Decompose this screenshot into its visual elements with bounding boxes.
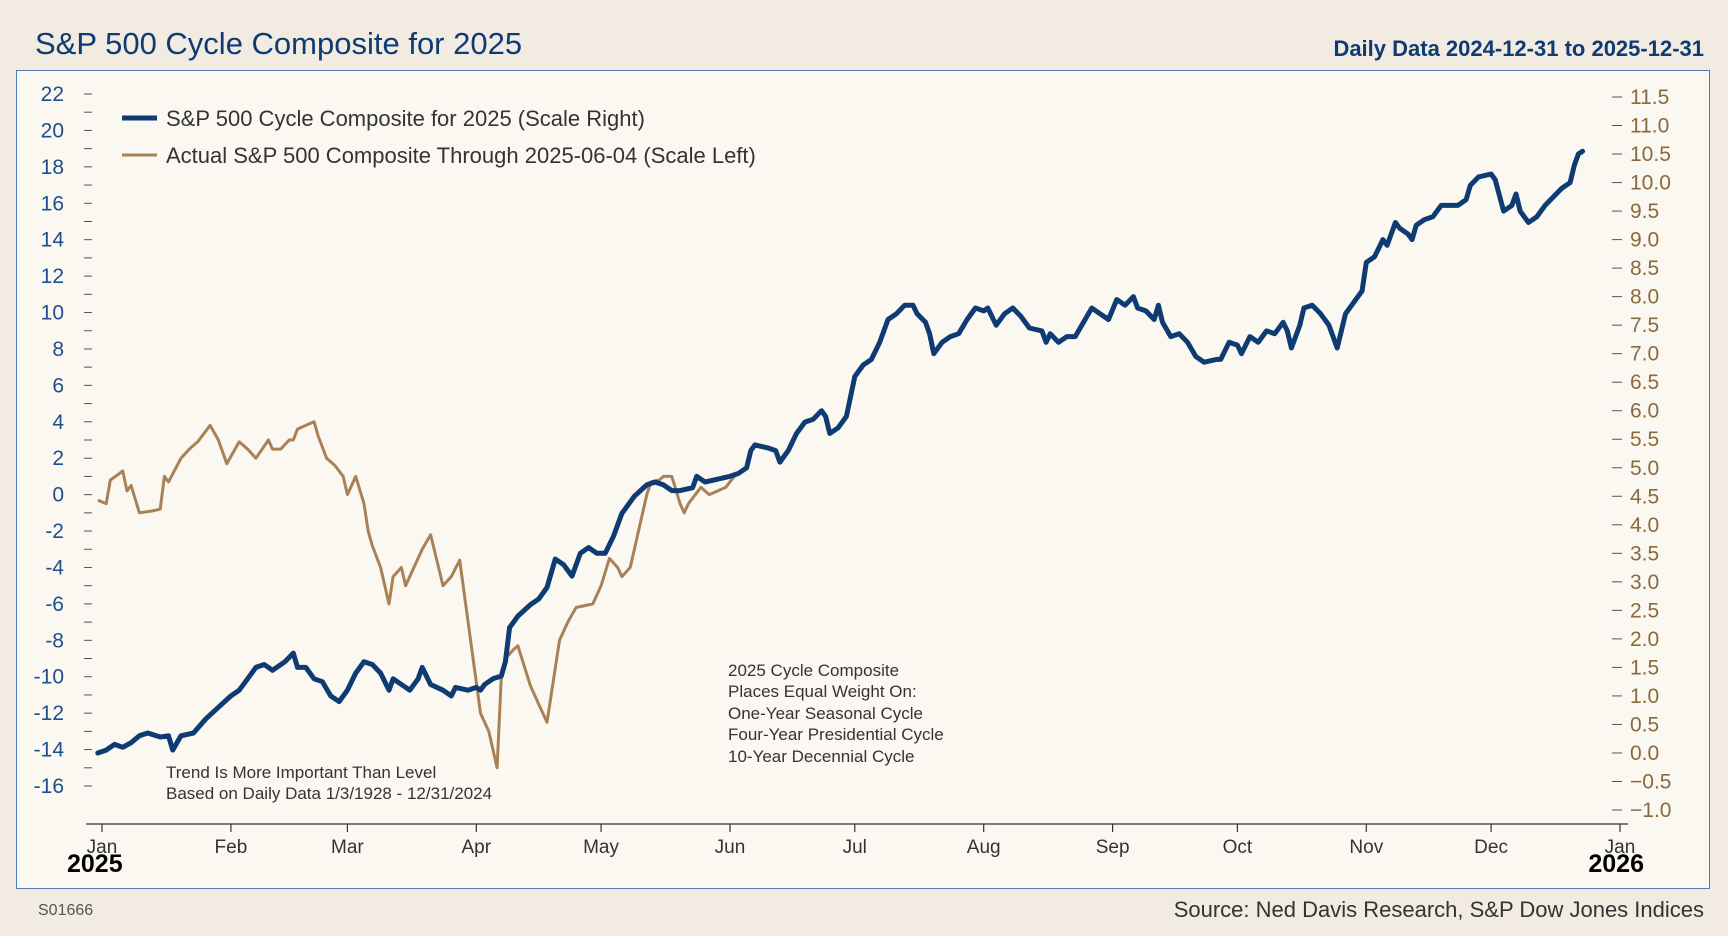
legend-label-actual: Actual S&P 500 Composite Through 2025-06… bbox=[166, 143, 756, 168]
header: S&P 500 Cycle Composite for 2025 Daily D… bbox=[0, 0, 1728, 70]
x-tick-label: Jan bbox=[87, 837, 118, 858]
left-tick-label: 8 bbox=[52, 338, 64, 361]
note-composite-line2: Places Equal Weight On: bbox=[728, 682, 917, 701]
year-label-start: 2025 bbox=[67, 850, 123, 878]
series-line-composite bbox=[95, 148, 1586, 756]
left-tick-label: 4 bbox=[52, 411, 64, 434]
x-tick-label: Mar bbox=[331, 837, 364, 858]
right-tick-label: 10.0 bbox=[1630, 172, 1671, 195]
right-tick-label: 2.5 bbox=[1630, 599, 1659, 622]
right-tick-label: 0.0 bbox=[1630, 742, 1659, 765]
year-label-end: 2026 bbox=[1588, 850, 1644, 878]
note-composite-line3: One-Year Seasonal Cycle bbox=[728, 704, 923, 723]
x-tick-label: Nov bbox=[1349, 837, 1383, 858]
x-axis: Jan Feb Mar Apr May Jun Jul Aug Sep Oct Nov Dec Jan2… bbox=[67, 823, 1644, 878]
left-tick-label: 16 bbox=[41, 192, 64, 215]
right-tick-label: 11.5 bbox=[1630, 86, 1669, 109]
left-tick-label: 22 bbox=[41, 83, 64, 106]
right-tick-label: 5.0 bbox=[1630, 457, 1659, 480]
right-tick-label: 10.5 bbox=[1630, 143, 1671, 166]
right-tick-label: 8.0 bbox=[1630, 286, 1659, 309]
right-tick-label: 5.5 bbox=[1630, 428, 1659, 451]
x-tick-label: Jan bbox=[1605, 837, 1636, 858]
left-tick-label: -8 bbox=[45, 629, 64, 652]
legend-label-composite: S&P 500 Cycle Composite for 2025 (Scale … bbox=[166, 106, 645, 131]
left-tick-label: -6 bbox=[45, 593, 64, 616]
left-tick-label: 2 bbox=[52, 447, 64, 470]
legend: S&P 500 Cycle Composite for 2025 (Scale … bbox=[122, 106, 756, 168]
left-tick-label: 12 bbox=[41, 265, 64, 288]
series-line-actual bbox=[97, 420, 744, 770]
right-tick-label: 9.0 bbox=[1630, 229, 1659, 252]
left-tick-label: -14 bbox=[34, 739, 65, 762]
note-composite-line4: Four-Year Presidential Cycle bbox=[728, 725, 944, 744]
chart-panel bbox=[16, 70, 1710, 889]
x-tick-label: Jun bbox=[715, 837, 746, 858]
left-tick-label: 18 bbox=[41, 156, 64, 179]
right-tick-label: −0.5 bbox=[1630, 770, 1671, 793]
chart-subtitle: Daily Data 2024-12-31 to 2025-12-31 bbox=[1333, 36, 1704, 61]
right-tick-label: 4.0 bbox=[1630, 514, 1659, 537]
x-tick-label: Sep bbox=[1096, 837, 1130, 858]
left-tick-label: 0 bbox=[52, 484, 64, 507]
left-tick-label: 20 bbox=[41, 119, 64, 142]
left-tick-label: 14 bbox=[41, 229, 65, 252]
x-tick-label: May bbox=[583, 837, 619, 858]
note-composite-line1: 2025 Cycle Composite bbox=[728, 661, 899, 680]
x-tick-label: Oct bbox=[1223, 837, 1253, 858]
right-tick-label: 4.5 bbox=[1630, 485, 1659, 508]
right-tick-label: 7.0 bbox=[1630, 343, 1659, 366]
x-tick-label: Aug bbox=[967, 837, 1001, 858]
source-note: Source: Ned Davis Research, S&P Dow Jone… bbox=[1173, 897, 1704, 922]
note-trend-line2: Based on Daily Data 1/3/1928 - 12/31/202… bbox=[166, 784, 492, 803]
right-axis: 11.5 11.0 10.5 10.0 9.5 9.0 8.5 8.0 7.5 7.0 6.5 6.0… bbox=[1612, 86, 1671, 822]
right-tick-label: 3.0 bbox=[1630, 571, 1659, 594]
right-tick-label: 7.5 bbox=[1630, 314, 1659, 337]
right-tick-label: 1.5 bbox=[1630, 656, 1659, 679]
right-tick-label: 9.5 bbox=[1630, 200, 1659, 223]
right-tick-label: 6.5 bbox=[1630, 371, 1659, 394]
note-composite-line5: 10-Year Decennial Cycle bbox=[728, 747, 914, 766]
x-tick-label: Feb bbox=[215, 837, 248, 858]
x-tick-label: Dec bbox=[1474, 837, 1508, 858]
annotations: Trend Is More Important Than Level Based… bbox=[166, 661, 944, 803]
right-tick-label: 2.0 bbox=[1630, 628, 1659, 651]
right-tick-label: 3.5 bbox=[1630, 542, 1659, 565]
chart-title: S&P 500 Cycle Composite for 2025 bbox=[35, 26, 523, 61]
x-tick-label: Apr bbox=[462, 837, 492, 858]
right-tick-label: −1.0 bbox=[1630, 799, 1671, 822]
left-tick-label: 10 bbox=[41, 302, 64, 325]
right-tick-label: 11.0 bbox=[1630, 115, 1669, 138]
series-layer bbox=[95, 148, 1586, 770]
right-tick-label: 6.0 bbox=[1630, 400, 1659, 423]
left-tick-label: -10 bbox=[34, 666, 64, 689]
left-tick-label: -4 bbox=[45, 556, 64, 579]
chart-id: S01666 bbox=[38, 902, 94, 919]
note-trend-line1: Trend Is More Important Than Level bbox=[166, 763, 436, 782]
x-tick-label: Jul bbox=[843, 837, 867, 858]
right-tick-label: 0.5 bbox=[1630, 713, 1659, 736]
left-tick-label: -2 bbox=[45, 520, 64, 543]
left-tick-label: -16 bbox=[34, 775, 64, 798]
left-tick-label: 6 bbox=[52, 374, 64, 397]
right-tick-label: 1.0 bbox=[1630, 685, 1659, 708]
right-tick-label: 8.5 bbox=[1630, 257, 1659, 280]
left-tick-label: -12 bbox=[34, 702, 64, 725]
